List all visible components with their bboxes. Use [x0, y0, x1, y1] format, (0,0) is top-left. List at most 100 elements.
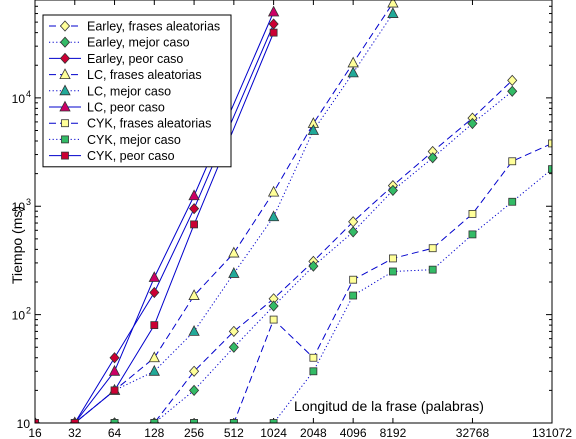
data-point: [188, 289, 200, 300]
data-point: [70, 419, 79, 423]
data-point: [188, 189, 200, 201]
legend-marker: [59, 20, 71, 32]
x-tick-label: 128: [144, 426, 164, 439]
data-point: [468, 209, 477, 218]
x-tick-label: 32768: [456, 426, 490, 439]
data-point: [269, 315, 278, 324]
data-point: [267, 210, 280, 222]
data-point: [508, 197, 517, 206]
y-tick-exponent: 3: [26, 197, 31, 207]
data-point: [189, 384, 200, 396]
legend-marker: [59, 68, 71, 79]
legend-label: Earley, frases aleatorias: [87, 20, 220, 34]
legend-marker: [61, 119, 69, 128]
x-tick-label: 1024: [260, 426, 287, 439]
data-point: [389, 254, 397, 263]
y-tick-label: 10: [12, 200, 26, 214]
data-point: [309, 353, 318, 362]
data-point: [269, 28, 278, 37]
data-point: [427, 152, 438, 164]
x-tick-label: 256: [184, 426, 204, 439]
plot-frame: [34, 0, 553, 424]
data-point: [190, 419, 198, 423]
data-point: [387, 184, 398, 197]
legend-marker: [59, 84, 71, 96]
data-point: [467, 117, 478, 130]
legend-marker: [59, 36, 71, 48]
data-point: [267, 185, 280, 197]
data-point: [228, 246, 240, 258]
x-tick-label: 8192: [380, 426, 407, 439]
data-point: [548, 165, 552, 174]
data-point: [307, 124, 320, 135]
legend-label: CYK, frases aleatorias: [87, 117, 211, 131]
legend-marker: [59, 52, 71, 64]
data-point: [268, 300, 279, 312]
y-tick-label: 10: [12, 309, 26, 323]
legend-label: CYK, mejor caso: [87, 133, 181, 147]
y-tick-label: 10: [12, 92, 26, 106]
data-point: [150, 419, 159, 423]
data-point: [190, 220, 198, 229]
data-point: [468, 230, 477, 239]
data-point: [389, 267, 397, 276]
x-tick-label: 2048: [300, 426, 327, 439]
data-point: [228, 325, 239, 338]
data-point: [228, 267, 240, 278]
y-tick-exponent: 2: [26, 306, 31, 316]
legend-label: Earley, peor caso: [87, 52, 183, 66]
data-point: [348, 226, 359, 238]
data-point: [309, 367, 318, 376]
data-point: [508, 157, 517, 166]
data-point: [148, 351, 160, 363]
y-tick-base: 10: [12, 200, 26, 214]
y-tick-exponent: 4: [26, 89, 31, 99]
data-point: [109, 352, 120, 364]
y-tick-base: 10: [17, 417, 31, 431]
data-point: [108, 364, 121, 376]
legend: Earley, frases aleatorias Earley, mejor c…: [42, 14, 232, 168]
legend-label: LC, frases aleatorias: [87, 68, 202, 82]
x-tick-label: 32: [68, 426, 82, 439]
x-tick-label: 4096: [340, 426, 367, 439]
data-point: [110, 386, 119, 395]
marker-layer: [35, 0, 552, 423]
data-point: [428, 244, 437, 253]
data-point: [507, 85, 518, 97]
y-tick-base: 10: [12, 92, 26, 106]
data-point: [428, 265, 437, 274]
x-tick-label: 512: [224, 426, 244, 439]
x-tick-label: 131072: [532, 426, 572, 439]
y-tick-base: 10: [12, 309, 26, 323]
data-point: [229, 419, 238, 423]
data-point: [35, 419, 39, 423]
data-point: [150, 321, 159, 330]
series-line-3: [35, 2, 394, 423]
data-point: [148, 364, 160, 376]
data-point: [387, 0, 399, 8]
data-point: [548, 139, 552, 148]
y-axis-label: Tiempo (ms): [9, 206, 25, 284]
series-line-8: [35, 32, 275, 423]
data-point: [507, 74, 518, 86]
legend-label: Earley, mejor caso: [87, 36, 190, 50]
legend-label: LC, mejor caso: [87, 84, 171, 98]
data-point: [188, 325, 200, 336]
legend-marker: [59, 100, 71, 112]
data-point: [110, 419, 119, 423]
data-point: [349, 291, 358, 300]
legend-marker: [61, 151, 69, 160]
data-point: [189, 365, 200, 377]
data-point: [269, 419, 278, 423]
legend-marker: [61, 135, 69, 144]
axis-ticks: 16 32 64 128 256 512 1024 2048 4096 8192 32768 1310…: [12, 0, 572, 439]
data-point: [267, 5, 280, 17]
y-tick-label: 10: [17, 417, 31, 431]
data-point: [308, 260, 319, 272]
legend-label: LC, peor caso: [87, 101, 165, 115]
legend-label: CYK, peor caso: [87, 149, 175, 163]
data-point: [149, 286, 160, 299]
data-point: [189, 203, 200, 215]
x-tick-label: 16: [28, 426, 42, 439]
